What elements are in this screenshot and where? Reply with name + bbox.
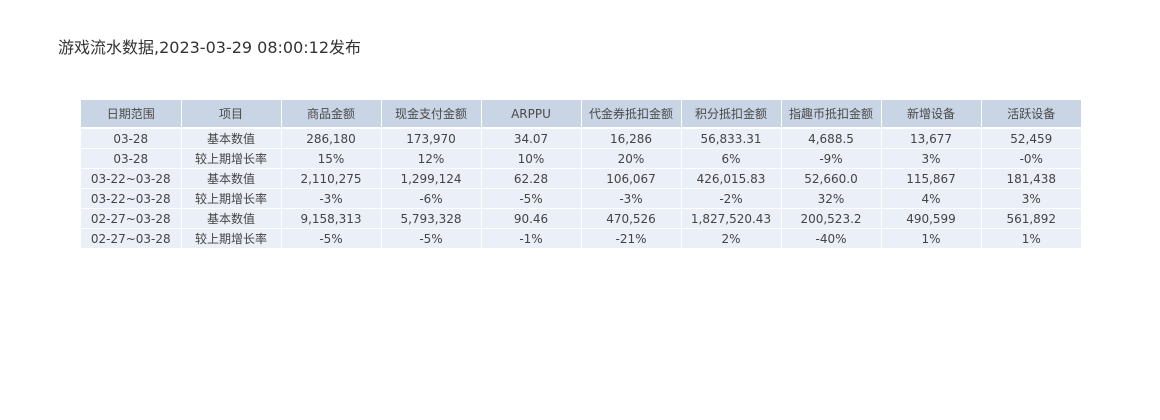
column-header-active-devices: 活跃设备 [981,100,1081,129]
table-cell: 3% [881,148,982,169]
table-cell: 2,110,275 [281,168,382,189]
table-cell: 较上期增长率 [181,228,282,249]
table-cell: 16,286 [581,128,682,149]
column-header-goods-amount: 商品金额 [281,100,382,129]
table-cell: -21% [581,228,682,249]
table-cell: 561,892 [981,208,1081,229]
table-cell: 5,793,328 [381,208,482,229]
table-cell: 基本数值 [181,208,282,229]
table-cell: 基本数值 [181,128,282,149]
table-row: 03-22~03-28 较上期增长率 -3% -6% -5% -3% -2% 3… [81,188,1081,209]
table-cell: 106,067 [581,168,682,189]
table-cell: 90.46 [481,208,582,229]
table-cell: 286,180 [281,128,382,149]
column-header-voucher-deduction: 代金券抵扣金额 [581,100,682,129]
report-title: 游戏流水数据,2023-03-29 08:00:12发布 [58,38,362,57]
table-cell: 10% [481,148,582,169]
table-cell: 52,660.0 [781,168,882,189]
column-header-coin-deduction: 指趣币抵扣金额 [781,100,882,129]
table-cell: -5% [381,228,482,249]
table-cell: 02-27~03-28 [81,208,182,229]
table-cell: 52,459 [981,128,1081,149]
table-cell: 34.07 [481,128,582,149]
table-cell: 基本数值 [181,168,282,189]
table-cell: -3% [581,188,682,209]
column-header-points-deduction: 积分抵扣金额 [681,100,782,129]
table-cell: -5% [481,188,582,209]
table-cell: 470,526 [581,208,682,229]
table-cell: 56,833.31 [681,128,782,149]
table-cell: 13,677 [881,128,982,149]
table-cell: 426,015.83 [681,168,782,189]
table-row: 02-27~03-28 较上期增长率 -5% -5% -1% -21% 2% -… [81,228,1081,249]
table-cell: 1,299,124 [381,168,482,189]
table-cell: 4% [881,188,982,209]
table-header-row: 日期范围 项目 商品金额 现金支付金额 ARPPU 代金券抵扣金额 积分抵扣金额… [81,100,1081,129]
table-cell: 4,688.5 [781,128,882,149]
table-cell: -5% [281,228,382,249]
column-header-arppu: ARPPU [481,100,582,129]
table-cell: 490,599 [881,208,982,229]
table-row: 03-22~03-28 基本数值 2,110,275 1,299,124 62.… [81,168,1081,189]
table-cell: 6% [681,148,782,169]
table-cell: 115,867 [881,168,982,189]
table-row: 03-28 基本数值 286,180 173,970 34.07 16,286 … [81,128,1081,149]
table-cell: 03-22~03-28 [81,168,182,189]
table-cell: 03-22~03-28 [81,188,182,209]
table-cell: 12% [381,148,482,169]
column-header-new-devices: 新增设备 [881,100,982,129]
table-cell: 1% [981,228,1081,249]
table-row: 02-27~03-28 基本数值 9,158,313 5,793,328 90.… [81,208,1081,229]
data-table: 日期范围 项目 商品金额 现金支付金额 ARPPU 代金券抵扣金额 积分抵扣金额… [81,100,1081,249]
table-cell: 较上期增长率 [181,188,282,209]
table-cell: 3% [981,188,1081,209]
table-cell: 03-28 [81,148,182,169]
table-cell: -2% [681,188,782,209]
table-cell: 较上期增长率 [181,148,282,169]
column-header-date-range: 日期范围 [81,100,182,129]
table-cell: 62.28 [481,168,582,189]
table-cell: 1,827,520.43 [681,208,782,229]
table-cell: -3% [281,188,382,209]
table-row: 03-28 较上期增长率 15% 12% 10% 20% 6% -9% 3% -… [81,148,1081,169]
table-cell: 20% [581,148,682,169]
table-cell: 1% [881,228,982,249]
table-cell: 03-28 [81,128,182,149]
table-cell: 32% [781,188,882,209]
table-cell: 02-27~03-28 [81,228,182,249]
column-header-cash-payment: 现金支付金额 [381,100,482,129]
table-cell: 200,523.2 [781,208,882,229]
table-cell: -6% [381,188,482,209]
table-cell: 173,970 [381,128,482,149]
table-cell: -0% [981,148,1081,169]
table-cell: -40% [781,228,882,249]
table-cell: -1% [481,228,582,249]
table-cell: 9,158,313 [281,208,382,229]
table-cell: 2% [681,228,782,249]
table-cell: -9% [781,148,882,169]
column-header-item: 项目 [181,100,282,129]
table-cell: 181,438 [981,168,1081,189]
table-cell: 15% [281,148,382,169]
